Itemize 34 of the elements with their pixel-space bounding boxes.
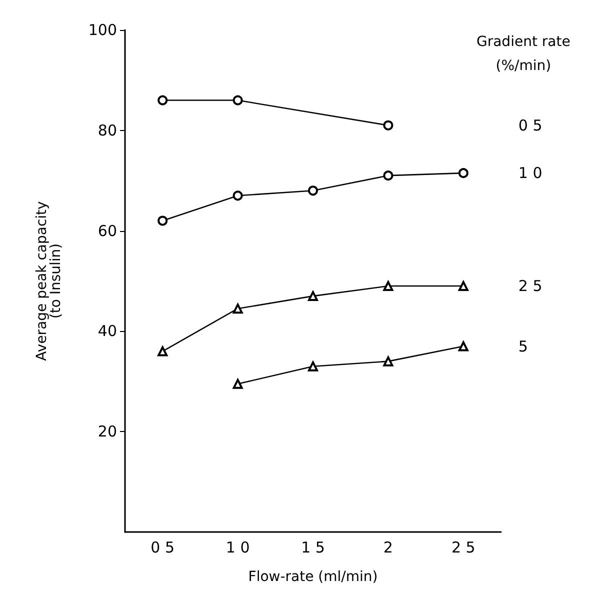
x-axis-title: Flow-rate (ml/min): [248, 569, 378, 585]
point: [458, 168, 468, 178]
x-tick-label: 2 5: [451, 538, 476, 556]
y-tick-label: 60: [98, 222, 117, 240]
text: 5: [518, 337, 528, 356]
point: [308, 291, 318, 302]
point: [232, 304, 243, 314]
x-tick-label: 1 0: [226, 538, 250, 556]
point: [158, 216, 168, 226]
text: 0 5: [518, 116, 542, 134]
point: [158, 346, 168, 356]
y-tick-label: 100: [88, 21, 117, 39]
y-axis-title: Average peak capacity (to Insulin): [34, 201, 64, 361]
point: [158, 95, 168, 106]
x-tick-label: 2: [383, 538, 393, 556]
point: [383, 120, 394, 130]
y-tick-label: 20: [98, 422, 117, 441]
legend-title: Gradient rate (%/min): [476, 34, 570, 74]
point: [232, 95, 243, 106]
point: [458, 341, 468, 352]
x-tick-label: 0 5: [150, 538, 175, 556]
y-tick-label: 40: [98, 322, 117, 340]
text: 2 5: [518, 277, 542, 296]
point: [308, 186, 318, 196]
point: [383, 356, 394, 366]
point: [308, 361, 318, 372]
x-tick-label: 1 5: [301, 538, 325, 556]
point: [232, 190, 243, 201]
text: 1 0: [518, 164, 542, 182]
point: [383, 170, 394, 181]
point: [383, 281, 394, 292]
point: [458, 281, 468, 292]
y-tick-label: 80: [98, 121, 117, 140]
point: [232, 378, 243, 389]
